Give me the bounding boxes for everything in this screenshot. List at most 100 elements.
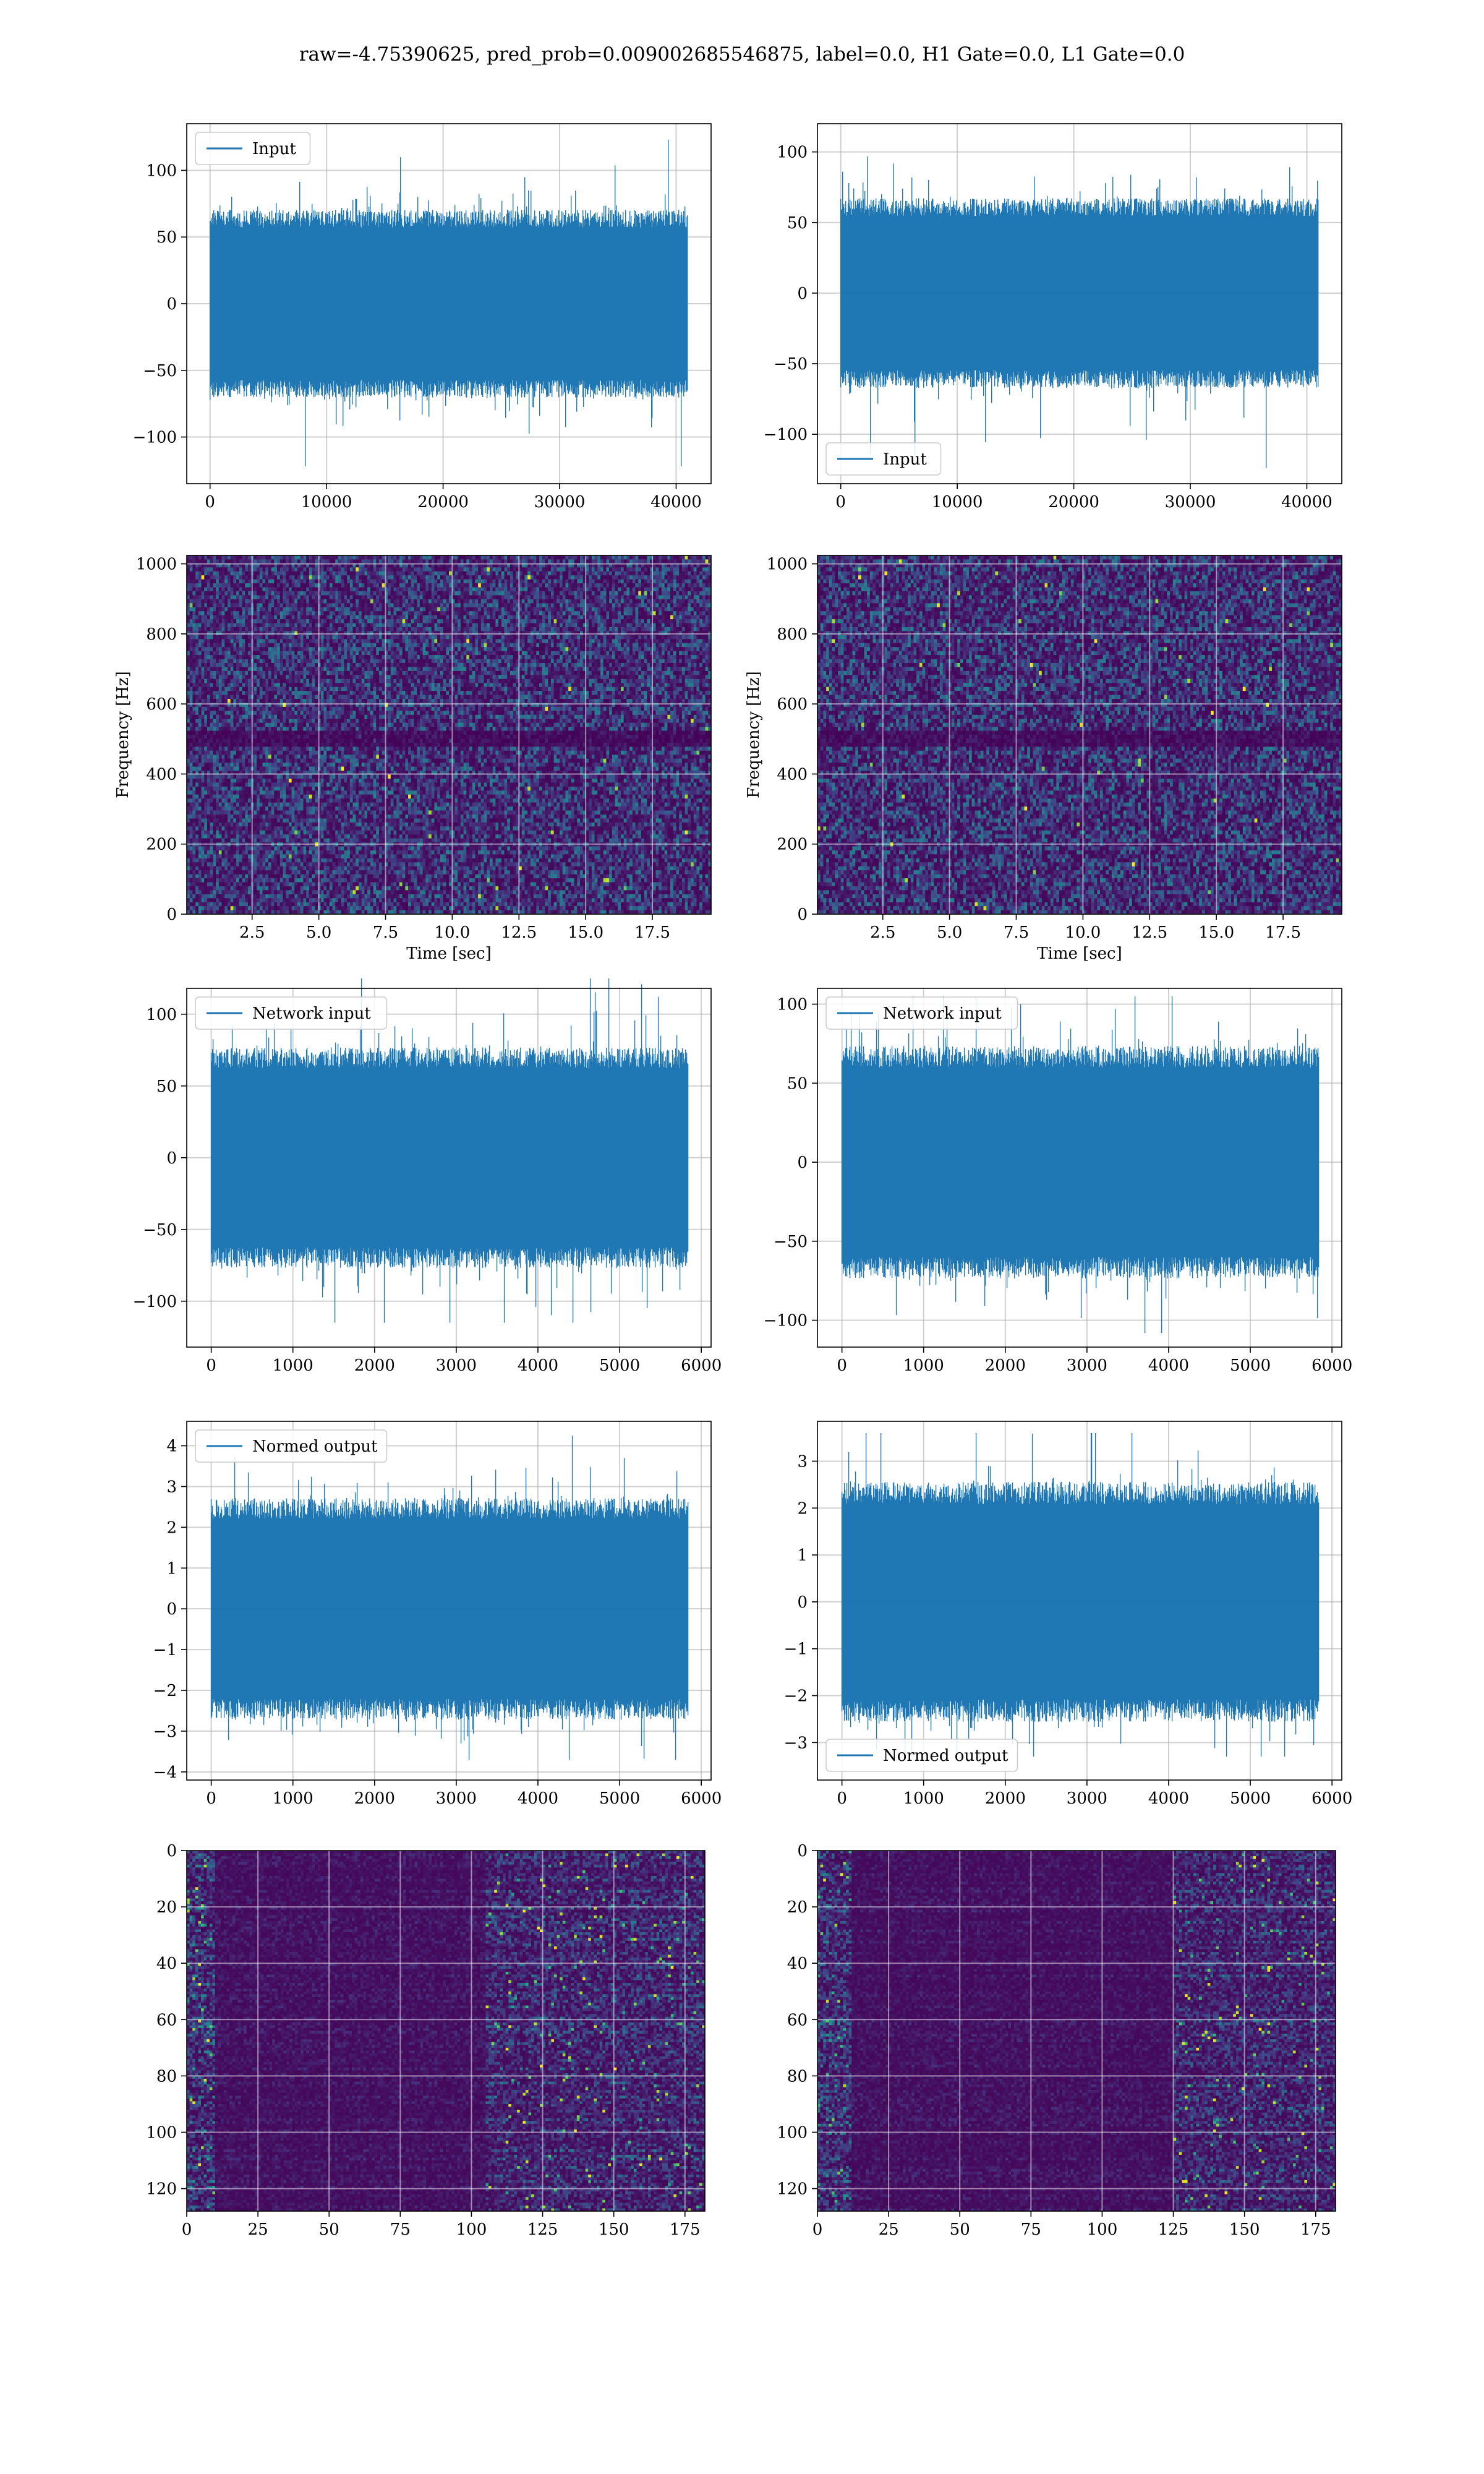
heatmap-cell [335, 555, 338, 560]
heatmap-cell [606, 575, 609, 580]
heatmap-cell [396, 567, 399, 571]
heatmap-cell [629, 567, 633, 571]
heatmap-cell [615, 571, 618, 576]
heatmap-cell [198, 567, 202, 571]
heatmap-cell [306, 555, 309, 560]
heatmap-cell [373, 591, 377, 596]
heatmap-cell [417, 571, 420, 576]
heatmap-cell [551, 555, 554, 560]
heatmap-cell [202, 567, 205, 571]
heatmap-cell [498, 595, 501, 599]
heatmap-cell [665, 595, 668, 599]
heatmap-cell [548, 555, 551, 560]
heatmap-cell [568, 603, 571, 607]
heatmap-cell [248, 591, 251, 596]
heatmap-cell [633, 599, 636, 604]
heatmap-cell [222, 595, 225, 599]
heatmap-cell [204, 559, 207, 563]
heatmap-cell [556, 603, 560, 607]
heatmap-cell [373, 567, 377, 571]
heatmap-cell [204, 588, 207, 592]
heatmap-cell [233, 575, 236, 580]
heatmap-cell [624, 567, 627, 571]
heatmap-cell [694, 580, 697, 584]
heatmap-cell [454, 583, 458, 588]
heatmap-cell [556, 588, 560, 592]
heatmap-cell [195, 603, 198, 607]
heatmap-cell [534, 591, 537, 596]
heatmap-cell [403, 588, 406, 592]
heatmap-cell [501, 555, 505, 560]
heatmap-cell [216, 595, 219, 599]
heatmap-cell [670, 555, 673, 560]
heatmap-cell [621, 567, 624, 571]
heatmap-cell [262, 567, 265, 571]
heatmap-cell [265, 555, 268, 560]
heatmap-cell [219, 559, 222, 563]
heatmap-cell [335, 583, 338, 588]
heatmap-cell [228, 607, 231, 612]
heatmap-cell [330, 595, 333, 599]
heatmap-cell [408, 588, 411, 592]
heatmap-cell [571, 555, 574, 560]
heatmap-cell [414, 603, 417, 607]
heatmap-cell [606, 588, 609, 592]
heatmap-cell [638, 580, 641, 584]
heatmap-cell [219, 591, 222, 596]
heatmap-cell [636, 555, 639, 560]
heatmap-cell [592, 591, 595, 596]
heatmap-cell [333, 567, 336, 571]
heatmap-cell [615, 588, 618, 592]
heatmap-cell [548, 559, 551, 563]
heatmap-cell [662, 583, 665, 588]
heatmap-cell [580, 575, 583, 580]
heatmap-cell [362, 588, 365, 592]
heatmap-cell [274, 575, 277, 580]
heatmap-cell [257, 567, 260, 571]
heatmap-cell [574, 575, 578, 580]
heatmap-cell [338, 603, 341, 607]
heatmap-cell [685, 567, 688, 571]
heatmap-cell [321, 559, 324, 563]
heatmap-cell [242, 603, 245, 607]
heatmap-cell [370, 588, 373, 592]
heatmap-cell [507, 575, 510, 580]
heatmap-cell [563, 583, 566, 588]
heatmap-cell [268, 567, 271, 571]
heatmap-cell [393, 567, 396, 571]
heatmap-cell [603, 599, 607, 604]
heatmap-cell [231, 571, 234, 576]
heatmap-cell [676, 599, 679, 604]
heatmap-cell [364, 575, 367, 580]
heatmap-cell [699, 595, 702, 599]
heatmap-cell [633, 555, 636, 560]
heatmap-cell [706, 599, 709, 604]
heatmap-cell [490, 599, 493, 604]
heatmap-cell [301, 603, 304, 607]
heatmap-cell [432, 567, 435, 571]
heatmap-cell [315, 599, 318, 604]
heatmap-cell [662, 603, 665, 607]
heatmap-cell [478, 559, 481, 563]
heatmap-cell [618, 571, 621, 576]
heatmap-cell [222, 575, 225, 580]
heatmap-cell [330, 583, 333, 588]
heatmap-cell [274, 599, 277, 604]
heatmap-cell [662, 555, 665, 560]
heatmap-cell [475, 571, 478, 576]
heatmap-cell [370, 595, 373, 599]
heatmap-cell [268, 595, 271, 599]
heatmap-cell [706, 603, 709, 607]
heatmap-cell [323, 599, 326, 604]
heatmap-cell [461, 603, 464, 607]
heatmap-cell [615, 575, 618, 580]
heatmap-cell [408, 603, 411, 607]
heatmap-cell [370, 571, 373, 576]
heatmap-cell [694, 588, 697, 592]
heatmap-cell [248, 599, 251, 604]
heatmap-cell [391, 571, 394, 576]
heatmap-cell [359, 603, 362, 607]
heatmap-cell [633, 588, 636, 592]
heatmap-cell [633, 595, 636, 599]
heatmap-cell [548, 603, 551, 607]
